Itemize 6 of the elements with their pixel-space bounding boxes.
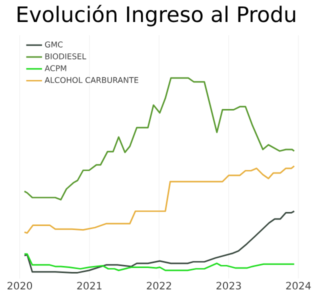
x-tick-label: 2024 <box>286 282 311 290</box>
x-tick-label: 2020 <box>8 282 32 290</box>
chart-title: Evolución Ingreso al Produ <box>18 4 296 26</box>
x-tick-label: 2023 <box>216 282 241 290</box>
x-tick-label: 2022 <box>146 282 171 290</box>
x-tick-label: 2021 <box>77 282 102 290</box>
